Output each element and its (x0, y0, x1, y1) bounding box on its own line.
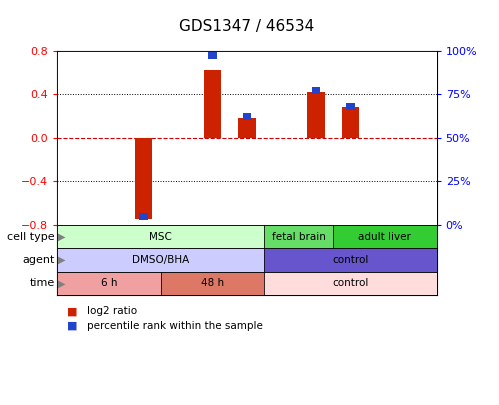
Text: control: control (332, 255, 369, 265)
Text: GSM60450: GSM60450 (380, 226, 389, 275)
Bar (346, 103, 355, 110)
Text: GSM60442: GSM60442 (208, 226, 217, 275)
Bar (333, 225, 437, 248)
Bar (135, 138, 152, 220)
Bar (139, 213, 148, 220)
Text: GSM60451: GSM60451 (415, 226, 424, 275)
Text: GSM60444: GSM60444 (243, 226, 251, 275)
Bar (57, 225, 264, 248)
Text: ▶: ▶ (58, 279, 65, 288)
Text: GSM60434: GSM60434 (311, 226, 320, 275)
Bar (239, 118, 255, 138)
Text: log2 ratio: log2 ratio (87, 307, 137, 316)
Text: ■: ■ (67, 307, 78, 316)
Text: 6 h: 6 h (101, 279, 117, 288)
Text: GSM60440: GSM60440 (174, 226, 183, 275)
Text: adult liver: adult liver (358, 232, 411, 241)
Text: percentile rank within the sample: percentile rank within the sample (87, 321, 263, 330)
Bar (243, 113, 251, 120)
Bar (264, 225, 333, 248)
Bar (264, 272, 437, 295)
Text: cell type: cell type (7, 232, 55, 241)
Text: GSM60448: GSM60448 (346, 226, 355, 275)
Text: ▶: ▶ (58, 232, 65, 241)
Text: control: control (332, 279, 369, 288)
Text: MSC: MSC (149, 232, 172, 241)
Bar (307, 92, 324, 138)
Bar (57, 248, 264, 272)
Bar (264, 248, 437, 272)
Text: fetal brain: fetal brain (272, 232, 326, 241)
Bar (312, 87, 320, 94)
Text: GSM60433: GSM60433 (277, 226, 286, 275)
Bar (57, 272, 161, 295)
Text: time: time (29, 279, 55, 288)
Text: DMSO/BHA: DMSO/BHA (132, 255, 190, 265)
Text: GDS1347 / 46534: GDS1347 / 46534 (179, 19, 315, 34)
Text: GSM60436: GSM60436 (70, 226, 79, 275)
Text: GSM60437: GSM60437 (105, 226, 114, 275)
Text: GSM60438: GSM60438 (139, 226, 148, 275)
Text: agent: agent (22, 255, 55, 265)
Bar (204, 70, 221, 138)
Text: ■: ■ (67, 321, 78, 330)
Bar (208, 52, 217, 59)
Text: ▶: ▶ (58, 255, 65, 265)
Bar (161, 272, 264, 295)
Text: 48 h: 48 h (201, 279, 224, 288)
Bar (342, 107, 359, 138)
